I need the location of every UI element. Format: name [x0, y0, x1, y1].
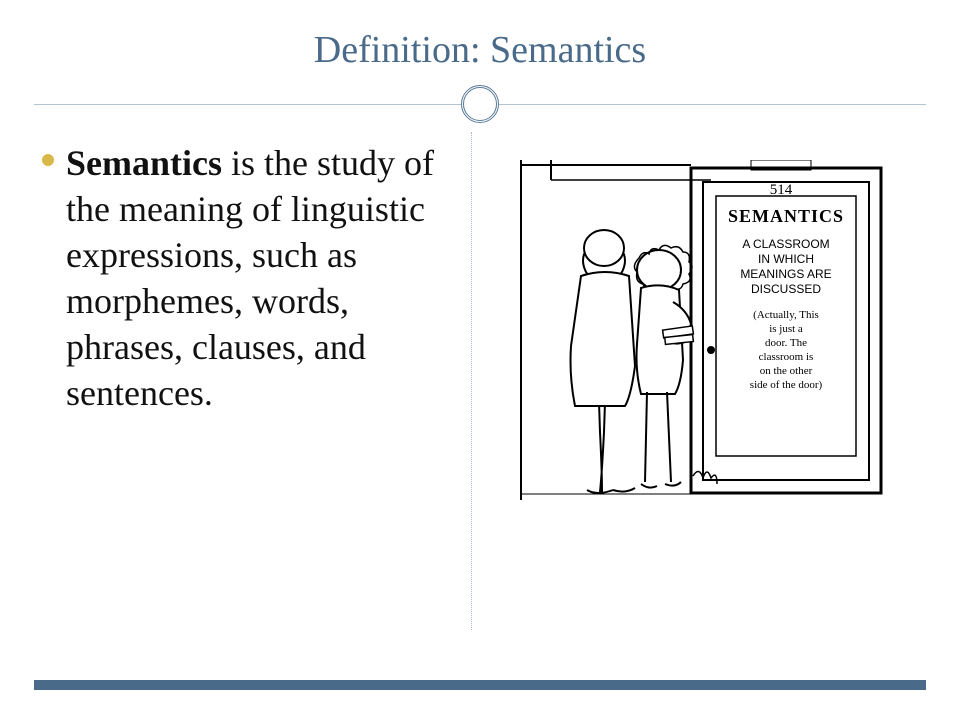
- door-paren-3: door. The: [765, 337, 807, 349]
- door-paren-1: (Actually, This: [753, 309, 819, 321]
- door-paren-6: side of the door): [749, 379, 822, 391]
- bullet-dot-icon: [42, 154, 54, 166]
- bullet-rest: is the study of the meaning of linguisti…: [66, 143, 434, 413]
- divider-circle-icon: [461, 85, 499, 123]
- door-paren-2: is just a: [769, 323, 803, 335]
- door-text-2: IN WHICH: [758, 252, 814, 266]
- door-text-1: A CLASSROOM: [742, 237, 829, 251]
- cartoon-image: 514 SEMANTICS A CLASSROOM IN WHICH MEANI…: [491, 160, 901, 500]
- door-text-3: MEANINGS ARE: [740, 267, 831, 281]
- bullet-bold: Semantics: [66, 143, 222, 183]
- door-paren-4: classroom is: [758, 351, 813, 363]
- room-number-text: 514: [769, 182, 792, 198]
- slide-title: Definition: Semantics: [34, 28, 926, 72]
- bullet-text: Semantics is the study of the meaning of…: [66, 140, 435, 416]
- divider: [34, 84, 926, 124]
- left-column: Semantics is the study of the meaning of…: [34, 132, 453, 652]
- bullet-item: Semantics is the study of the meaning of…: [42, 140, 435, 416]
- door-paren-5: on the other: [759, 365, 812, 377]
- content-area: Semantics is the study of the meaning of…: [34, 132, 926, 652]
- door-title-text: SEMANTICS: [728, 206, 844, 226]
- slide-container: Definition: Semantics Semantics is the s…: [0, 0, 960, 720]
- right-column: 514 SEMANTICS A CLASSROOM IN WHICH MEANI…: [453, 132, 926, 652]
- footer-bar: [34, 680, 926, 690]
- column-divider: [471, 132, 472, 630]
- door-text-4: DISCUSSED: [751, 282, 821, 296]
